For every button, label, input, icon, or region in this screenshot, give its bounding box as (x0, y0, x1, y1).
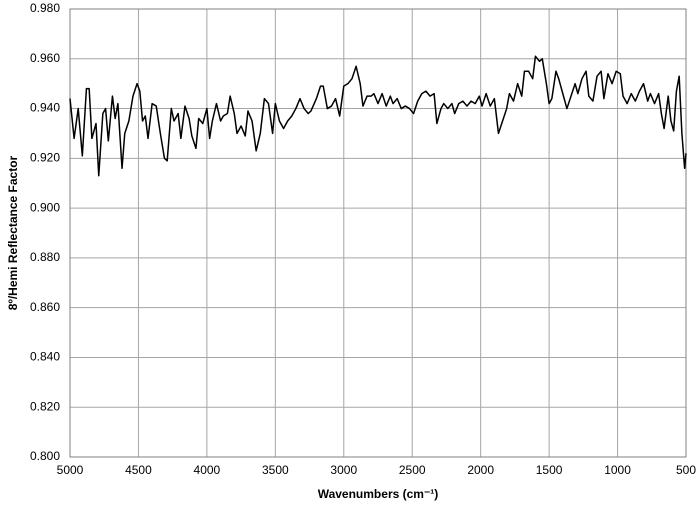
x-tick-label: 5000 (57, 463, 84, 477)
data-line (69, 55, 687, 177)
y-tick-label: 0.880 (30, 250, 60, 264)
y-tick-label: 0.820 (30, 399, 60, 413)
y-tick-label: 0.860 (30, 300, 60, 314)
y-tick-label: 0.940 (30, 101, 60, 115)
y-tick-label: 0.980 (30, 1, 60, 15)
y-tick-label: 0.840 (30, 350, 60, 364)
y-tick-label: 0.960 (30, 51, 60, 65)
x-tick-label: 4500 (125, 463, 152, 477)
y-tick-label: 0.900 (30, 200, 60, 214)
x-tick-label: 3500 (262, 463, 289, 477)
x-tick-label: 3000 (330, 463, 357, 477)
y-axis-title: 8º/Hemi Reflectance Factor (6, 155, 20, 310)
plot-frame (69, 8, 687, 458)
x-tick-label: 2000 (467, 463, 494, 477)
x-tick-label: 500 (676, 463, 696, 477)
x-tick-label: 1500 (536, 463, 563, 477)
y-tick-label: 0.800 (30, 449, 60, 463)
x-axis-title: Wavenumbers (cm⁻¹) (318, 487, 439, 501)
x-tick-label: 4000 (194, 463, 221, 477)
y-tick-label: 0.920 (30, 151, 60, 165)
x-tick-label: 2500 (399, 463, 426, 477)
x-tick-label: 1000 (604, 463, 631, 477)
